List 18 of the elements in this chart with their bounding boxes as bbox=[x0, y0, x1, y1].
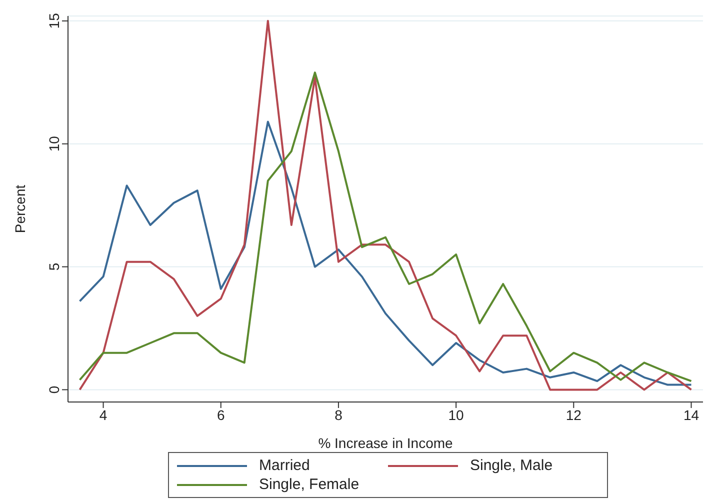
legend-label: Married bbox=[259, 457, 310, 474]
line-series bbox=[78, 20, 692, 391]
x-tick-label: 12 bbox=[566, 406, 582, 423]
x-axis-title: % Increase in Income bbox=[318, 435, 454, 451]
legend-label: Single, Male bbox=[470, 457, 553, 474]
y-tick-label: 15 bbox=[46, 12, 62, 29]
x-tick-label: 4 bbox=[99, 406, 108, 423]
y-tick-label: 10 bbox=[46, 136, 62, 152]
line-series bbox=[78, 120, 692, 386]
legend-label: Single, Female bbox=[259, 476, 360, 493]
x-tick-label: 10 bbox=[448, 406, 464, 423]
y-tick-label: 5 bbox=[46, 262, 62, 271]
y-tick-label: 0 bbox=[46, 386, 62, 394]
x-tick-label: 14 bbox=[683, 406, 700, 423]
x-tick-label: 6 bbox=[216, 406, 225, 423]
y-axis-title: Percent bbox=[12, 184, 28, 234]
x-tick-label: 8 bbox=[334, 406, 343, 423]
line-series bbox=[78, 72, 692, 382]
